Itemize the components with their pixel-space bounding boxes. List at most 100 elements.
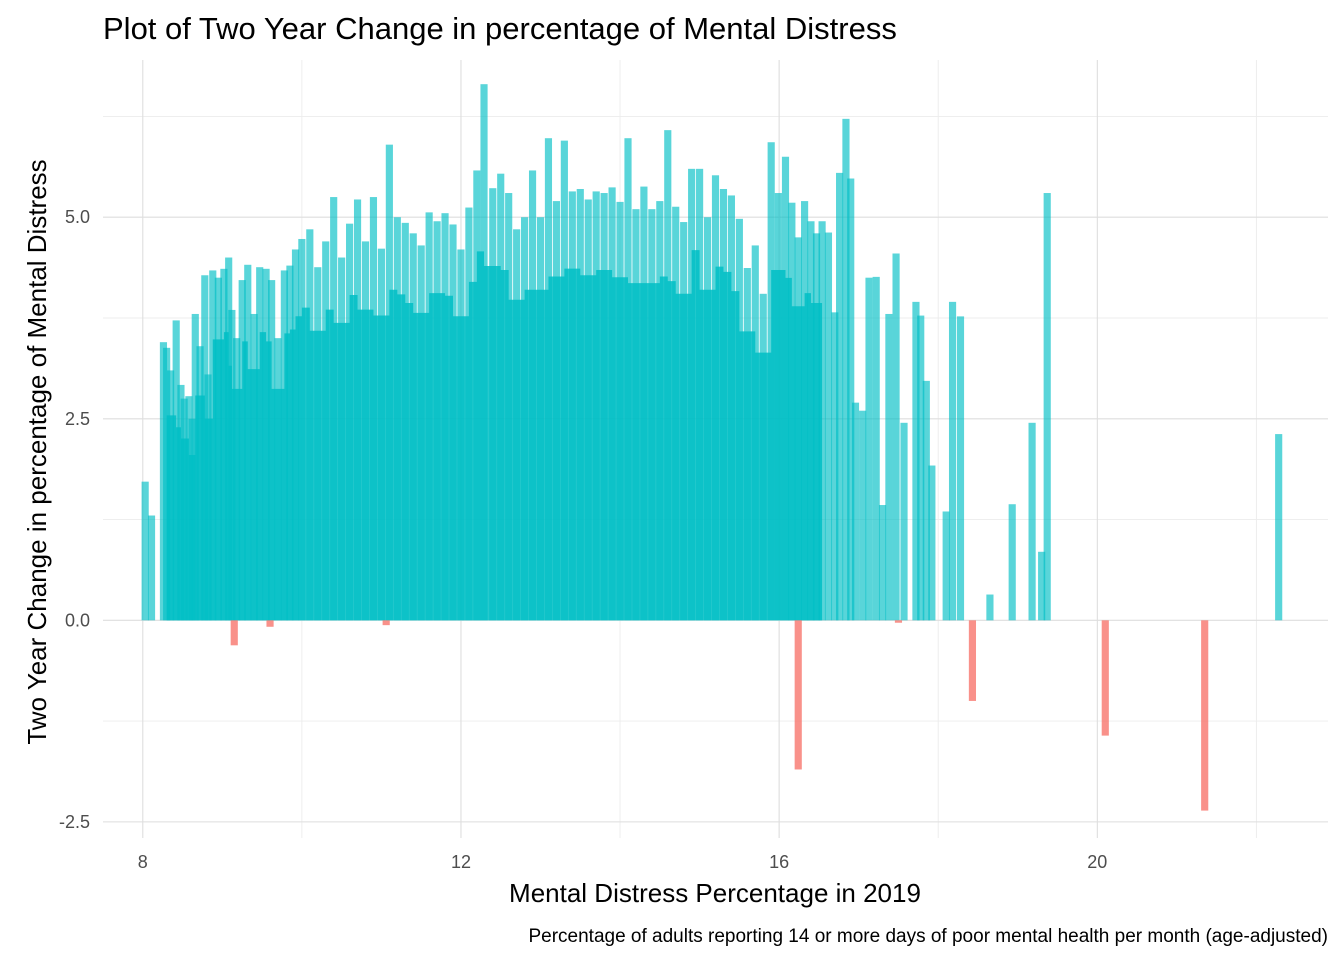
bar-positive <box>917 315 925 621</box>
bar-positive <box>851 402 860 621</box>
bar-negative <box>1101 620 1109 736</box>
bar-positive <box>801 201 809 621</box>
bar-positive <box>986 594 994 621</box>
bar-positive <box>377 248 385 621</box>
bar-positive <box>865 277 873 621</box>
x-tick-label: 20 <box>1087 852 1107 872</box>
bar-positive <box>417 245 425 621</box>
bar-positive <box>238 280 246 621</box>
bar-positive <box>616 201 624 621</box>
bar-positive <box>624 138 632 621</box>
bar-positive <box>1275 434 1283 621</box>
bar-positive <box>401 222 409 621</box>
bar-positive <box>759 293 767 621</box>
bar-positive <box>824 232 833 621</box>
bar-negative <box>230 620 238 646</box>
bar-positive <box>592 191 600 621</box>
bar-positive <box>521 217 529 621</box>
bar-positive <box>147 515 156 621</box>
bar-positive <box>489 188 497 621</box>
bar-positive <box>767 142 775 621</box>
bar-negative <box>1201 620 1209 811</box>
bar-positive <box>393 217 401 621</box>
bar-positive <box>330 197 338 621</box>
bar-positive <box>656 201 664 621</box>
bar-positive <box>268 280 276 621</box>
bar-positive <box>196 346 204 621</box>
bar-positive <box>1043 193 1051 621</box>
bar-positive <box>441 213 449 621</box>
y-tick-label: 5.0 <box>65 207 90 227</box>
bar-positive <box>228 309 236 621</box>
bar-positive <box>361 241 370 621</box>
bar-positive <box>774 193 782 621</box>
bar-positive <box>262 268 270 621</box>
x-tick-label: 12 <box>451 852 471 872</box>
y-axis-title: Two Year Change in percentage of Mental … <box>22 159 52 744</box>
bar-negative <box>382 620 390 626</box>
bar-positive <box>584 199 592 621</box>
bar-positive <box>568 191 576 621</box>
bar-positive <box>719 188 728 621</box>
bar-positive <box>900 422 908 621</box>
bar-positive <box>256 267 264 621</box>
bar-negative <box>794 620 802 770</box>
bar-positive <box>274 338 282 621</box>
bar-positive <box>536 217 545 621</box>
bar-positive <box>842 118 850 621</box>
bar-positive <box>286 265 294 621</box>
bar-positive <box>353 199 362 621</box>
bar-positive <box>640 186 648 621</box>
bar-positive <box>632 209 640 621</box>
x-tick-label: 16 <box>769 852 789 872</box>
bar-positive <box>831 312 839 621</box>
bar-positive <box>664 130 672 621</box>
bar-positive <box>298 238 306 621</box>
bar-positive <box>836 172 844 621</box>
bar-positive <box>794 237 802 621</box>
bar-positive <box>167 370 175 621</box>
bar-positive <box>204 374 212 621</box>
bar-positive <box>322 241 330 621</box>
bar-positive <box>528 170 537 621</box>
y-tick-label: -2.5 <box>59 812 90 832</box>
bar-positive <box>244 264 252 621</box>
bar-positive <box>781 156 790 621</box>
bar-positive <box>191 313 199 621</box>
bar-negative <box>894 620 903 623</box>
bar-positive <box>220 268 228 621</box>
bar-positive <box>544 138 553 621</box>
bar-positive <box>928 465 936 621</box>
bar-positive <box>497 173 505 621</box>
bar-positive <box>892 253 900 621</box>
bar-positive <box>314 267 322 621</box>
bar-positive <box>433 221 441 621</box>
bar-negative <box>968 620 977 701</box>
bar-positive <box>449 224 457 621</box>
bar-negative <box>266 620 274 627</box>
bar-positive <box>233 338 241 621</box>
bar-positive <box>214 277 222 621</box>
bar-positive <box>703 217 712 621</box>
bar-positive <box>807 221 815 621</box>
bar-positive <box>465 207 473 621</box>
bar-positive <box>385 144 393 621</box>
bar-positive <box>425 212 433 621</box>
bar-positive <box>818 221 826 621</box>
bar-positive <box>141 481 149 621</box>
bar-positive <box>163 347 171 621</box>
bar-positive <box>956 316 965 621</box>
bar-positive <box>942 511 950 621</box>
bar-positive <box>1038 551 1046 621</box>
bar-positive <box>735 218 743 621</box>
bar-series <box>141 84 1283 811</box>
x-tick-label: 8 <box>138 852 148 872</box>
bar-positive <box>847 178 855 621</box>
bar-positive <box>872 276 880 621</box>
bar-positive <box>306 229 314 621</box>
y-tick-label: 0.0 <box>65 610 90 630</box>
bar-positive <box>369 197 378 621</box>
bar-positive <box>552 201 560 621</box>
bar-positive <box>560 140 568 621</box>
